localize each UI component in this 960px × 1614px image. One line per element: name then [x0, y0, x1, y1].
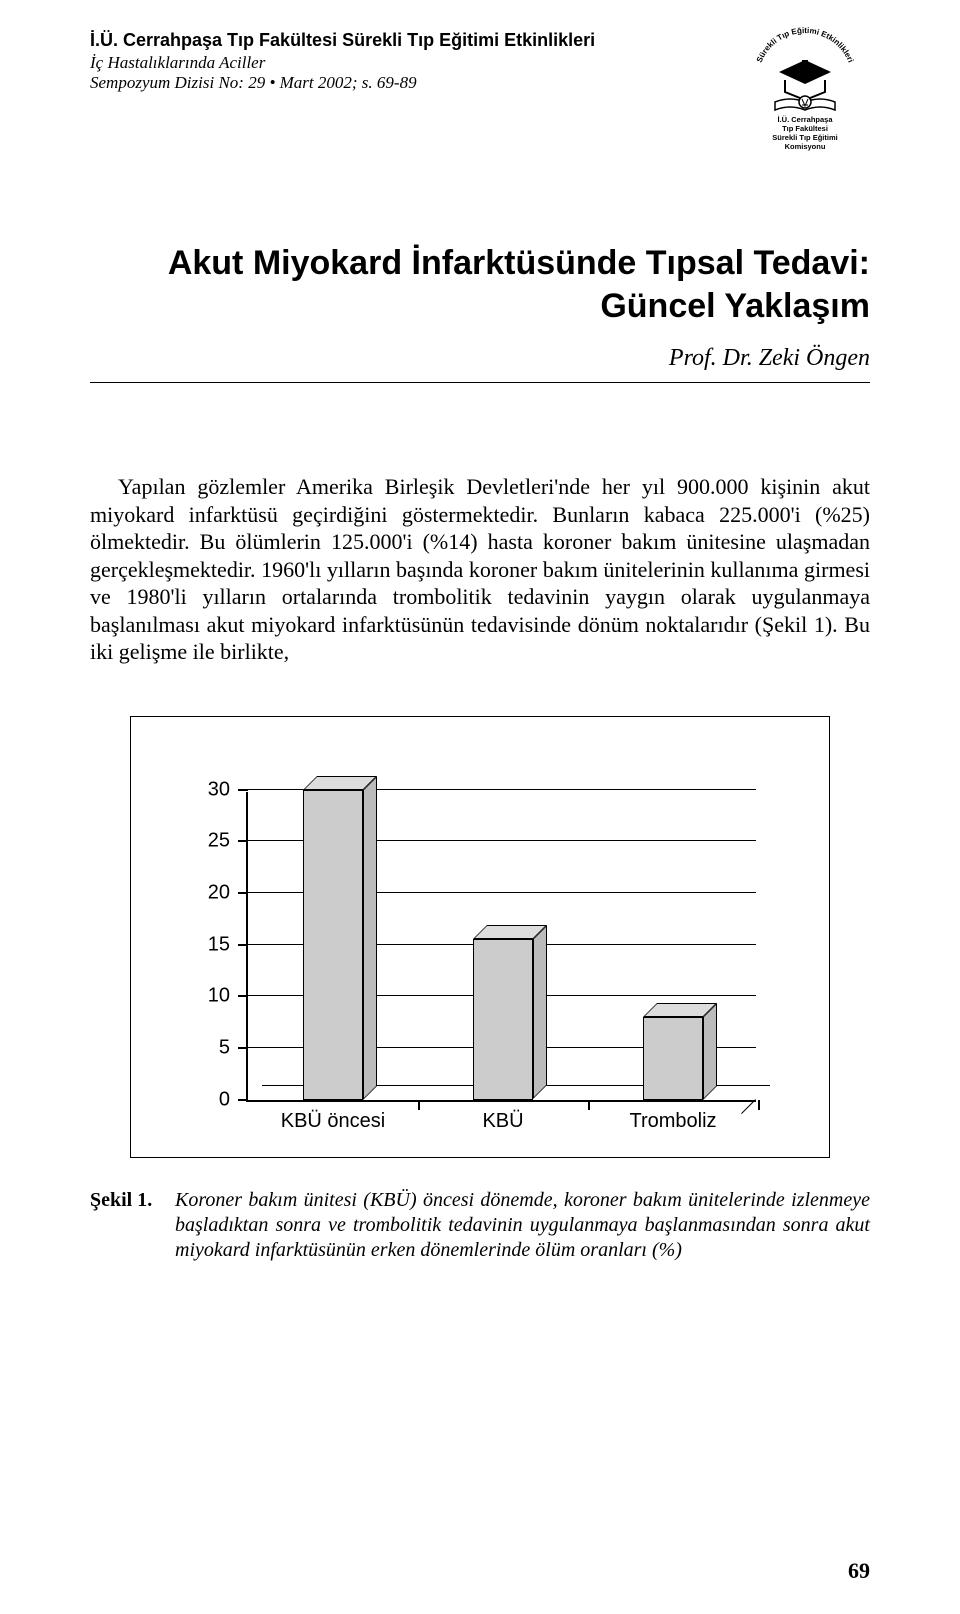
figure-1-container: 0 5 10 15 20 25 30 KBÜ öncesi KBÜ Tromboliz — [130, 716, 830, 1158]
bar — [473, 939, 533, 1099]
figure-1-caption: Şekil 1. Koroner bakım ünitesi (KBÜ) önc… — [90, 1188, 870, 1263]
caption-text: Koroner bakım ünitesi (KBÜ) öncesi dönem… — [175, 1188, 870, 1263]
x-axis-label: Tromboliz — [629, 1110, 716, 1133]
institution-logo: Sürekli Tıp Eğitimi Etkinlikleri İ.Ü. Ce… — [740, 22, 870, 152]
y-axis-label: 20 — [208, 881, 230, 904]
svg-text:Sürekli Tıp Eğitimi Etkinlikle: Sürekli Tıp Eğitimi Etkinlikleri — [755, 26, 856, 64]
page-number: 69 — [848, 1558, 870, 1584]
author-name: Prof. Dr. Zeki Öngen — [90, 345, 870, 372]
svg-text:Komisyonu: Komisyonu — [785, 142, 826, 151]
y-axis-label: 0 — [219, 1088, 230, 1111]
y-axis-label: 30 — [208, 778, 230, 801]
page-title-line1: Akut Miyokard İnfarktüsünde Tıpsal Tedav… — [90, 242, 870, 285]
bar-chart: 0 5 10 15 20 25 30 KBÜ öncesi KBÜ Tromboliz — [196, 772, 776, 1132]
svg-text:İ.Ü. Cerrahpaşa: İ.Ü. Cerrahpaşa — [777, 115, 833, 124]
svg-text:Tıp Fakültesi: Tıp Fakültesi — [782, 124, 828, 133]
bar — [303, 790, 363, 1100]
y-axis-label: 10 — [208, 985, 230, 1008]
header-subject: İç Hastalıklarında Aciller — [90, 53, 740, 73]
header-institution: İ.Ü. Cerrahpaşa Tıp Fakültesi Sürekli Tı… — [90, 30, 740, 51]
svg-text:Sürekli Tıp Eğitimi: Sürekli Tıp Eğitimi — [772, 133, 837, 142]
caption-label: Şekil 1. — [90, 1188, 175, 1263]
title-rule — [90, 382, 870, 383]
page-title-line2: Güncel Yaklaşım — [90, 285, 870, 328]
y-axis-label: 5 — [219, 1036, 230, 1059]
bar — [643, 1017, 703, 1100]
header-series: Sempozyum Dizisi No: 29 • Mart 2002; s. … — [90, 73, 740, 93]
body-paragraph: Yapılan gözlemler Amerika Birleşik Devle… — [90, 473, 870, 666]
x-axis-label: KBÜ — [482, 1110, 523, 1133]
y-axis-label: 15 — [208, 933, 230, 956]
y-axis-label: 25 — [208, 830, 230, 853]
x-axis-label: KBÜ öncesi — [281, 1110, 386, 1133]
